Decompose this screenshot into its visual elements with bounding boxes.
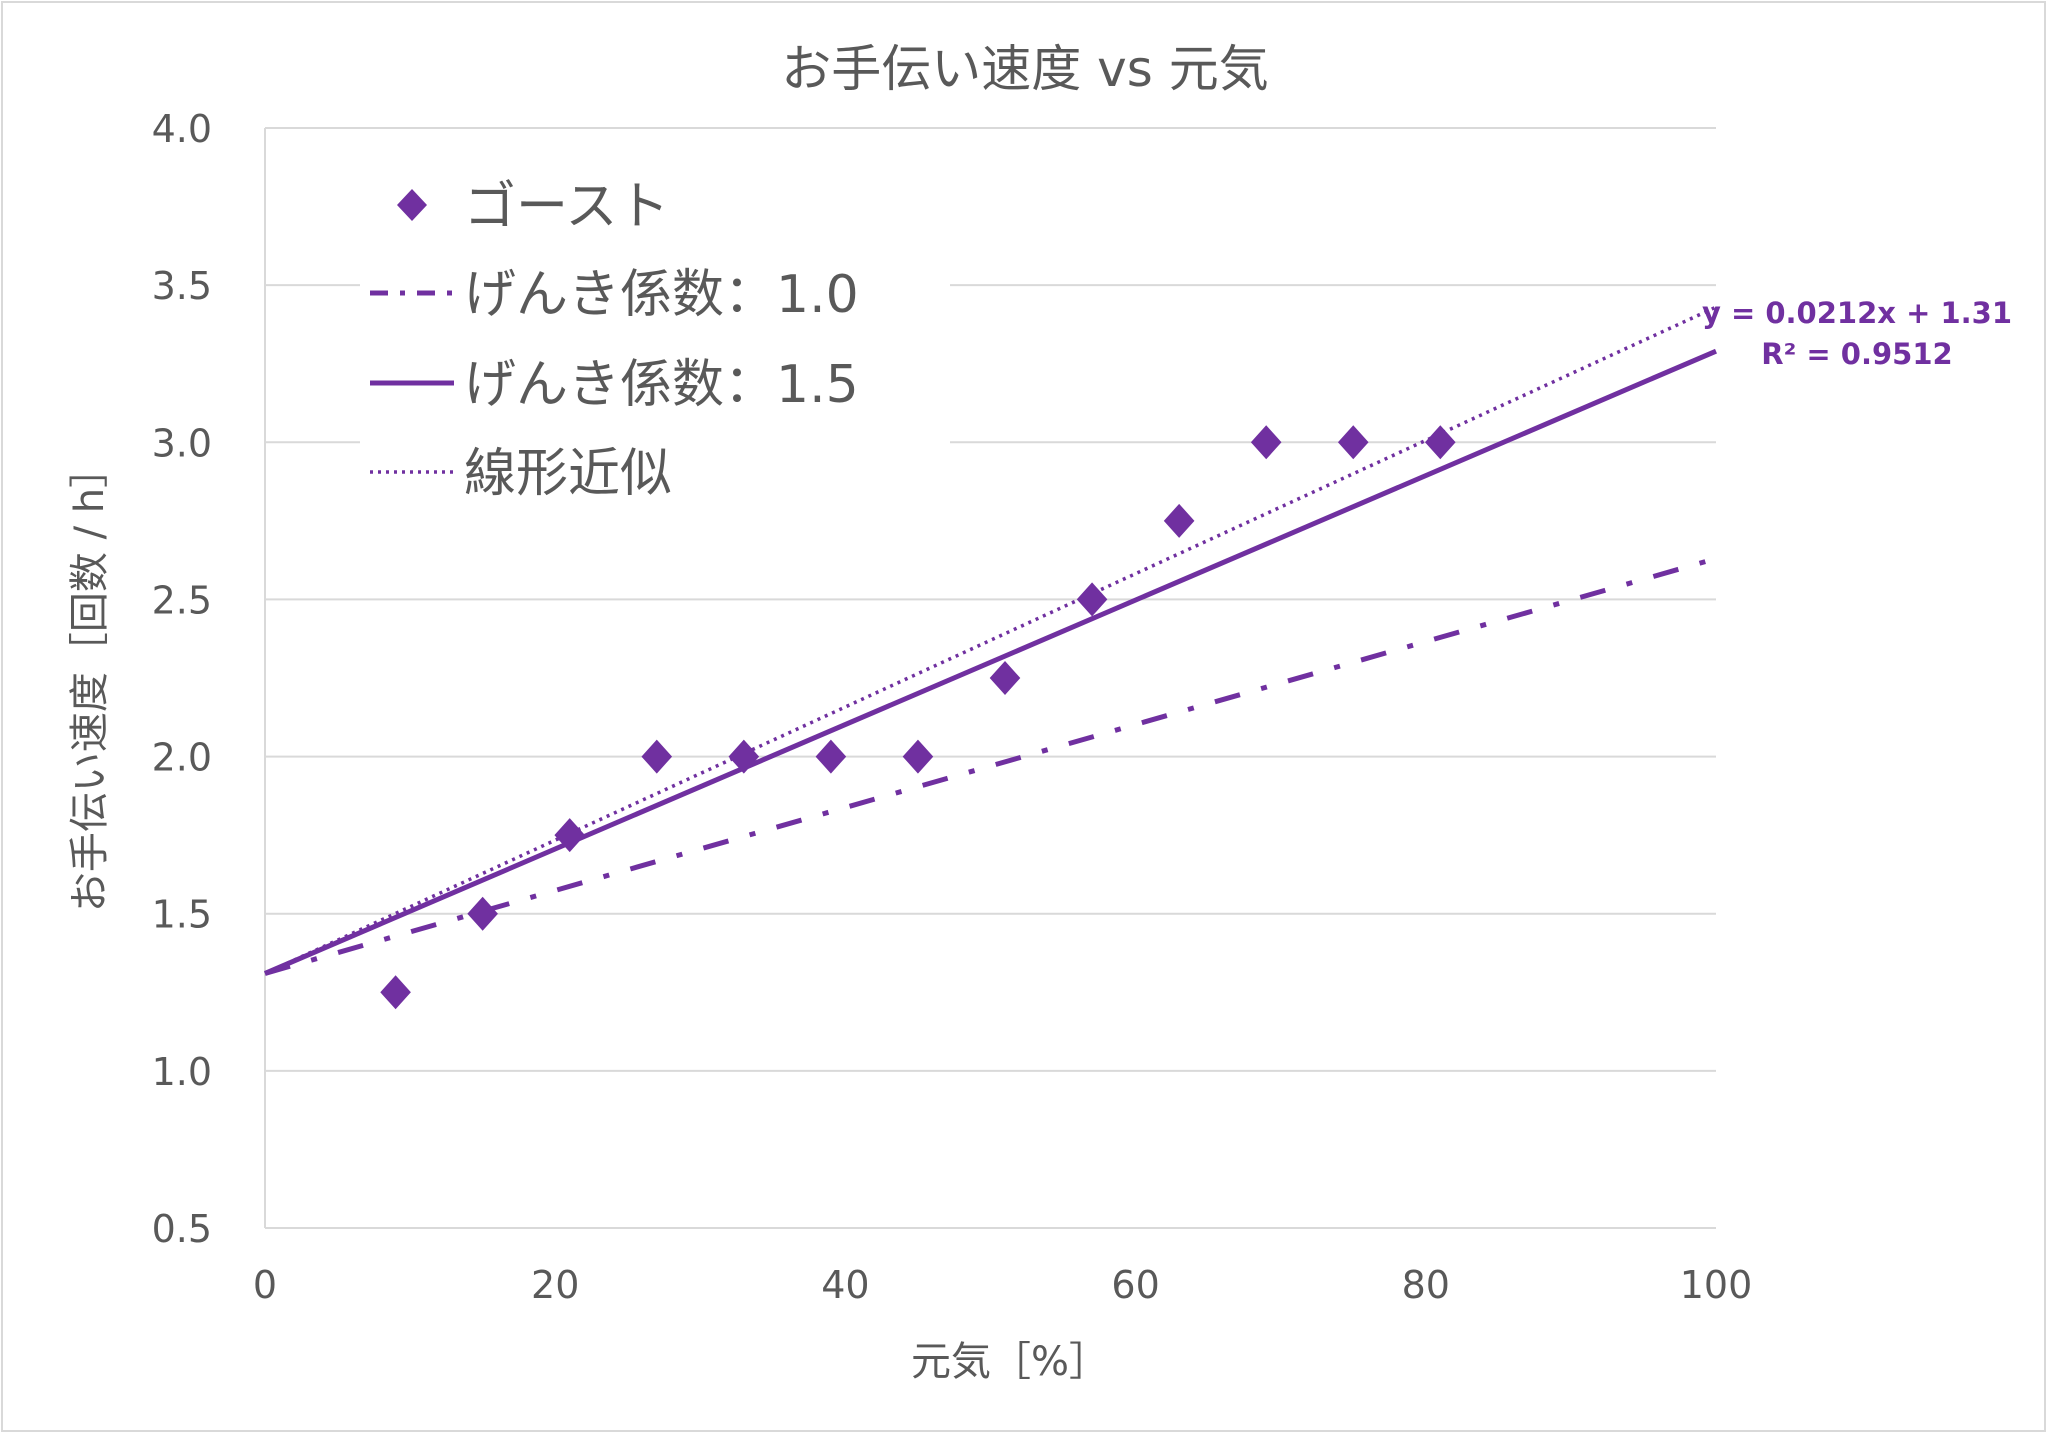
x-tick-label: 40 [821, 1263, 869, 1307]
legend-marker-diamond [397, 189, 427, 221]
x-axis-label: 元気［%］ [911, 1339, 1109, 1385]
data-point [728, 739, 760, 774]
series-line [264, 305, 1717, 976]
data-point [1425, 425, 1456, 460]
data-point [554, 818, 586, 853]
legend-label: 線形近似 [464, 444, 672, 504]
legend-label: げんき係数：1.0 [464, 265, 859, 325]
series-line [264, 348, 1717, 976]
y-tick-label: 0.5 [152, 1207, 212, 1251]
x-tick-label: 100 [1680, 1263, 1753, 1307]
y-tick-label: 1.0 [152, 1050, 212, 1094]
x-tick-label: 20 [531, 1263, 579, 1307]
y-tick-label: 3.0 [152, 421, 212, 465]
y-tick-label: 2.0 [152, 736, 212, 780]
legend-background [360, 150, 950, 512]
x-tick-label: 80 [1402, 1263, 1450, 1307]
data-point [1337, 425, 1369, 460]
data-point [467, 896, 498, 931]
data-point [815, 739, 847, 774]
x-tick-label: 60 [1111, 1263, 1159, 1307]
chart-title: お手伝い速度 vs 元気 [781, 40, 1268, 98]
data-point [1076, 582, 1108, 617]
y-tick-label: 3.5 [152, 264, 212, 308]
legend-label: ゴースト [464, 177, 669, 237]
trendline-equation: y = 0.0212x + 1.31 [1702, 296, 2012, 330]
data-point [1250, 425, 1282, 460]
x-tick-label: 0 [253, 1263, 277, 1307]
legend-label: げんき係数：1.5 [464, 355, 859, 415]
data-point [1163, 503, 1195, 538]
trendline-r2: R² = 0.9512 [1761, 337, 1952, 371]
y-axis-label: お手伝い速度［回数 / h］ [67, 448, 113, 912]
series-line [264, 556, 1717, 976]
y-tick-label: 2.5 [152, 578, 212, 622]
data-point [989, 661, 1021, 695]
data-point [902, 739, 934, 774]
y-tick-label: 1.5 [152, 893, 212, 937]
data-point [380, 975, 411, 1010]
y-tick-label: 4.0 [152, 107, 212, 151]
data-point [641, 739, 673, 774]
